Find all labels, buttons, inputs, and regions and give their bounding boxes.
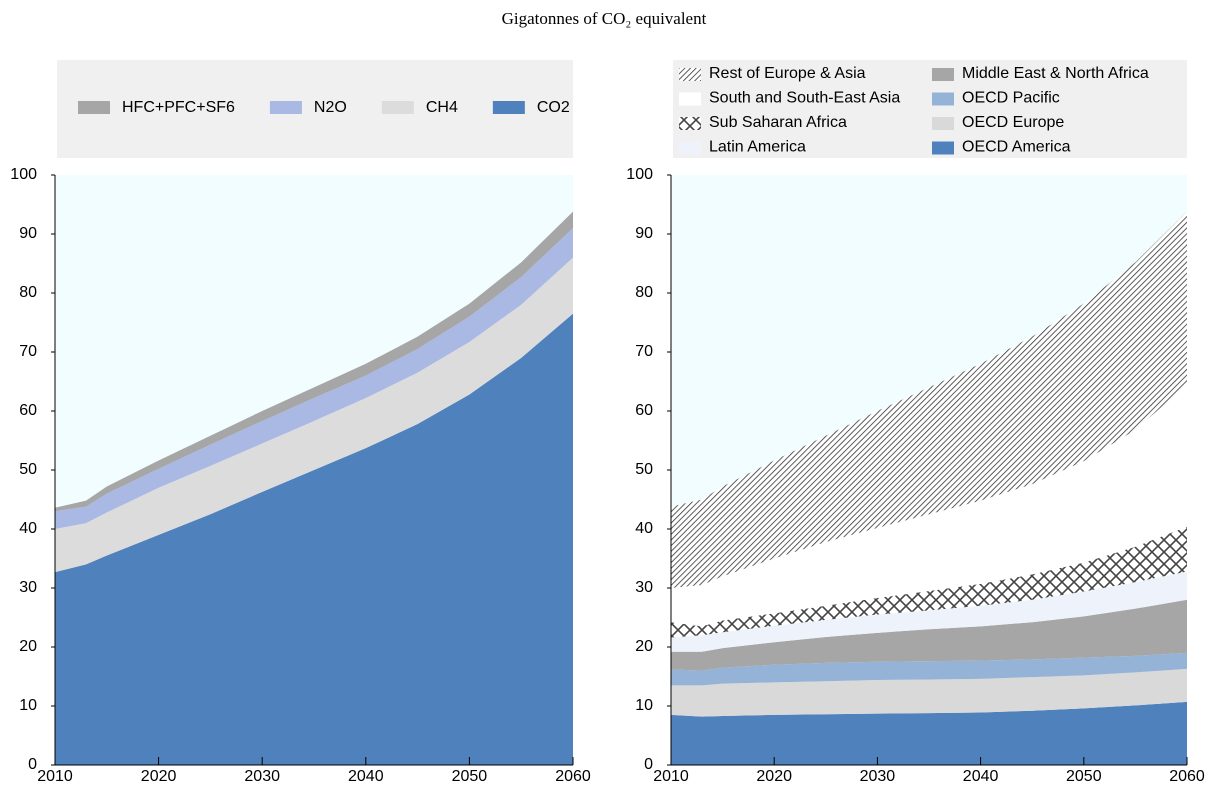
- x-tick-label: 2040: [348, 768, 384, 785]
- y-tick-label: 20: [19, 638, 37, 655]
- legend-swatch: [679, 92, 701, 106]
- legend-swatch: [679, 141, 701, 155]
- legend-label: CH4: [426, 99, 458, 116]
- y-tick-label: 90: [19, 225, 37, 242]
- area: [55, 257, 573, 573]
- y-tick-label: 10: [19, 697, 37, 714]
- area: [671, 526, 1187, 638]
- x-tick-label: 2010: [37, 768, 73, 785]
- legend-label: Rest of Europe & Asia: [709, 65, 866, 82]
- y-tick-label: 60: [635, 402, 653, 419]
- x-tick-label: 2060: [1169, 768, 1205, 785]
- y-tick-label: 80: [635, 284, 653, 301]
- legend-label: CO2: [537, 99, 570, 116]
- legend-swatch: [381, 101, 414, 114]
- x-tick-label: 2030: [244, 768, 280, 785]
- legend-swatch: [932, 92, 954, 106]
- y-tick-label: 50: [635, 461, 653, 478]
- y-tick-label: 100: [626, 166, 653, 183]
- y-tick-label: 50: [19, 461, 37, 478]
- y-tick-label: 40: [19, 520, 37, 537]
- area: [55, 228, 573, 529]
- figure-title: Gigatonnes of CO₂ equivalent: [502, 9, 707, 28]
- area: [671, 668, 1187, 717]
- y-tick-label: 30: [19, 579, 37, 596]
- legend-box: [673, 60, 1187, 158]
- y-tick-label: 20: [635, 638, 653, 655]
- y-tick-label: 100: [10, 166, 37, 183]
- area: [671, 701, 1187, 765]
- legend-label: OECD Pacific: [962, 90, 1060, 107]
- legend-label: Sub Saharan Africa: [709, 114, 847, 131]
- area: [671, 571, 1187, 652]
- legend-label: N2O: [314, 99, 347, 116]
- y-tick-label: 80: [19, 284, 37, 301]
- area: [671, 652, 1187, 686]
- x-tick-label: 2020: [141, 768, 177, 785]
- area: [671, 599, 1187, 671]
- x-tick-label: 2040: [963, 768, 999, 785]
- y-tick-label: 30: [635, 579, 653, 596]
- legend-swatch: [932, 141, 954, 155]
- x-tick-label: 2030: [860, 768, 896, 785]
- y-tick-label: 60: [19, 402, 37, 419]
- y-tick-label: 0: [644, 756, 653, 773]
- area: [671, 211, 1187, 588]
- legend-swatch: [679, 117, 701, 130]
- legend-swatch: [932, 117, 954, 130]
- area: [671, 384, 1187, 627]
- y-tick-label: 70: [19, 343, 37, 360]
- area: [55, 313, 573, 765]
- x-tick-label: 2060: [555, 768, 591, 785]
- x-tick-label: 2020: [756, 768, 792, 785]
- legend-label: Latin America: [709, 139, 806, 156]
- x-tick-label: 2050: [1066, 768, 1102, 785]
- y-tick-label: 10: [635, 697, 653, 714]
- legend-swatch: [492, 101, 525, 114]
- y-tick-label: 40: [635, 520, 653, 537]
- legend-label: OECD Europe: [962, 114, 1064, 131]
- y-tick-label: 70: [635, 343, 653, 360]
- legend-swatch: [932, 68, 954, 81]
- x-tick-label: 2010: [653, 768, 689, 785]
- legend-swatch: [269, 101, 302, 114]
- legend-swatch: [78, 101, 110, 114]
- legend-swatch: [679, 68, 701, 81]
- legend-box: [57, 60, 573, 158]
- y-tick-label: 90: [635, 225, 653, 242]
- legend-label: HFC+PFC+SF6: [122, 99, 235, 116]
- legend-label: Middle East & North Africa: [962, 65, 1149, 82]
- legend-label: OECD America: [962, 139, 1071, 156]
- x-tick-label: 2050: [452, 768, 488, 785]
- y-tick-label: 0: [28, 756, 37, 773]
- legend-label: South and South-East Asia: [709, 90, 900, 107]
